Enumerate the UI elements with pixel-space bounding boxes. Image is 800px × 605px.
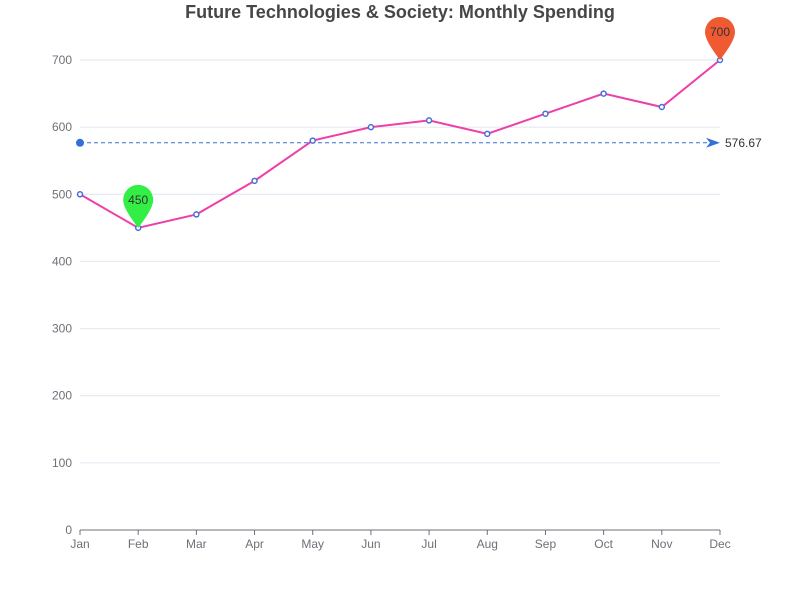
data-point[interactable] (425, 117, 433, 124)
y-tick-label: 100 (52, 456, 72, 470)
min-mark-label: 450 (128, 193, 148, 207)
data-point[interactable] (542, 110, 549, 117)
x-tick-label: Sep (535, 537, 557, 551)
y-tick-label: 200 (52, 389, 72, 403)
data-point[interactable] (600, 90, 607, 97)
series-line (79, 59, 721, 229)
data-point[interactable] (76, 191, 84, 198)
y-tick-label: 0 (65, 523, 72, 537)
x-tick-label: Feb (128, 537, 149, 551)
y-tick-label: 400 (52, 254, 72, 268)
data-point[interactable] (484, 130, 491, 138)
data-point[interactable] (658, 103, 666, 111)
average-line-label: 576.67 (725, 136, 762, 150)
x-tick-label: May (301, 537, 324, 551)
average-line-arrow (706, 137, 720, 148)
x-tick-label: Jul (421, 537, 436, 551)
x-tick-label: Jun (361, 537, 380, 551)
x-tick-label: Oct (594, 537, 613, 551)
min-mark-pin (123, 184, 154, 228)
y-tick-label: 300 (52, 322, 72, 336)
x-tick-label: Aug (477, 537, 498, 551)
x-tick-label: Nov (651, 537, 672, 551)
max-mark-label: 700 (710, 25, 730, 39)
chart-title: Future Technologies & Society: Monthly S… (185, 2, 615, 22)
x-tick-label: Jan (70, 537, 89, 551)
x-tick-label: Apr (245, 537, 264, 551)
y-tick-label: 700 (52, 53, 72, 67)
data-point[interactable] (367, 123, 375, 131)
x-tick-label: Mar (186, 537, 207, 551)
y-tick-label: 500 (52, 187, 72, 201)
data-point[interactable] (251, 177, 258, 185)
data-point[interactable] (309, 137, 316, 144)
data-point[interactable] (193, 211, 200, 218)
x-tick-label: Dec (709, 537, 730, 551)
max-mark-pin (705, 17, 735, 60)
y-tick-label: 600 (52, 120, 72, 134)
